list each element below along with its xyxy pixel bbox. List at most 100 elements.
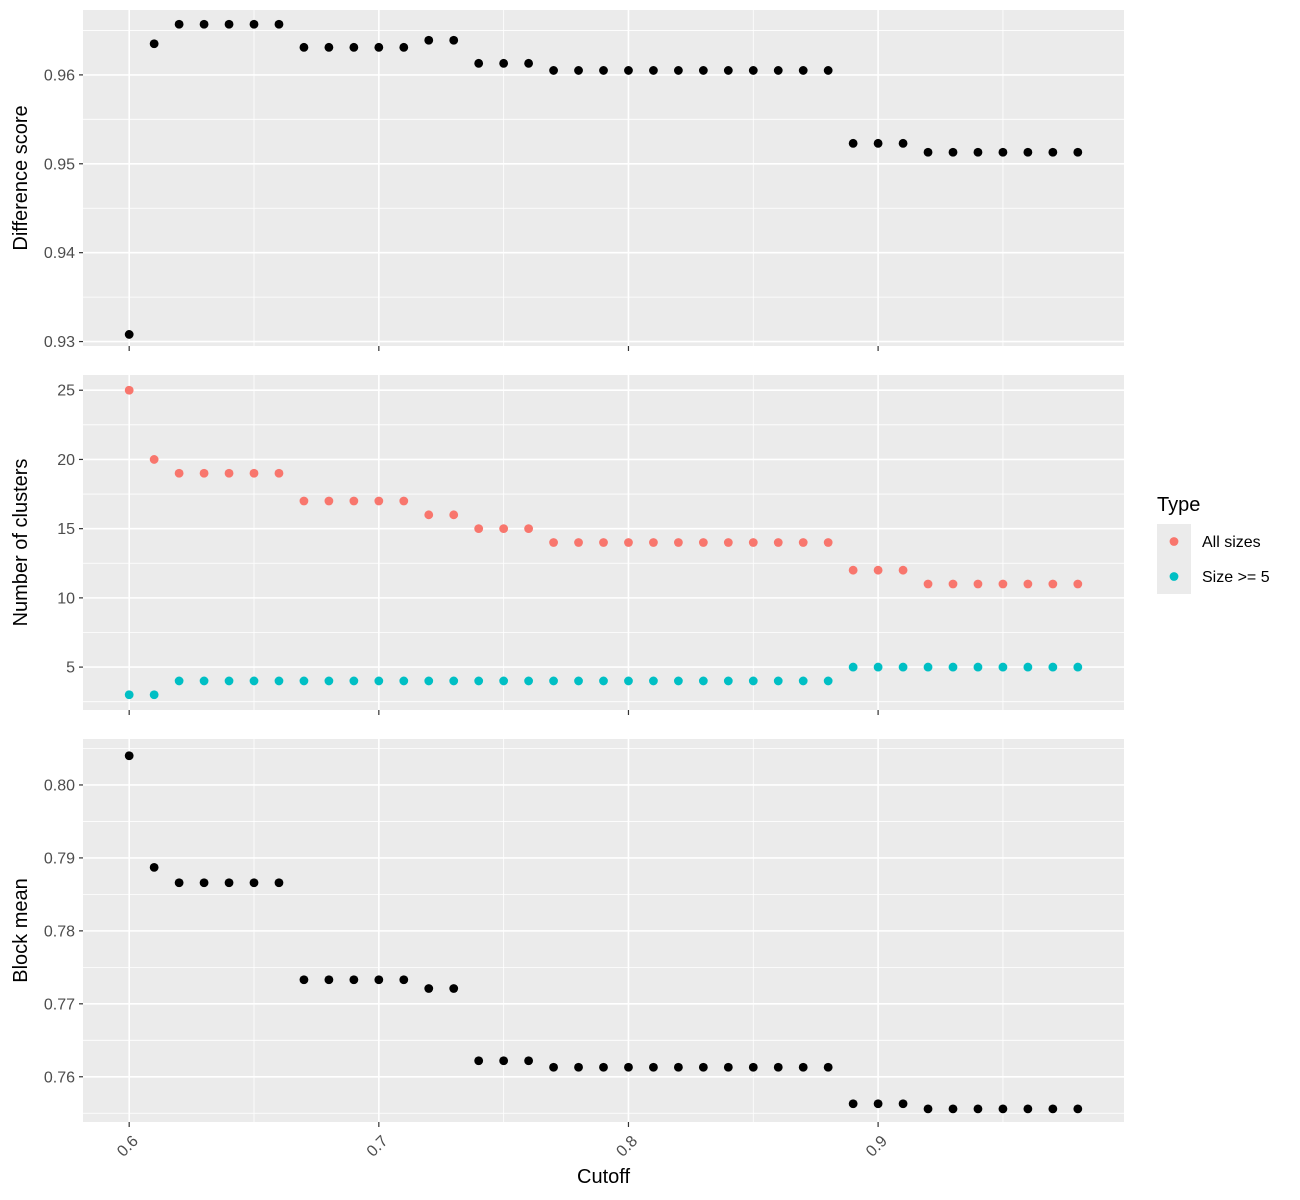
data-point <box>1048 662 1058 672</box>
data-point <box>1073 1104 1083 1114</box>
data-point <box>923 1104 933 1114</box>
data-point <box>998 579 1008 589</box>
y-tick-label: 0.96 <box>44 67 75 84</box>
data-point <box>149 455 159 464</box>
data-point <box>574 1062 583 1072</box>
data-point <box>773 66 783 75</box>
data-point <box>499 676 509 686</box>
y-tick-label: 0.94 <box>44 245 75 262</box>
data-point <box>848 662 858 672</box>
data-point <box>723 1062 733 1072</box>
data-point <box>823 1062 833 1072</box>
panel-2: 5 10 15 20 25 Number of clusters <box>10 375 1124 715</box>
data-point <box>873 565 883 575</box>
data-point <box>748 66 758 75</box>
data-point <box>474 58 484 68</box>
data-point <box>823 676 833 686</box>
data-point <box>274 676 284 686</box>
data-point <box>524 524 534 534</box>
data-point <box>424 676 434 686</box>
data-point <box>1023 662 1033 672</box>
y-tick-label: 0.95 <box>44 156 75 173</box>
data-point <box>349 676 359 686</box>
data-point <box>973 1104 983 1114</box>
data-point <box>249 878 259 888</box>
data-point <box>748 1062 758 1072</box>
data-point <box>998 147 1008 157</box>
data-point <box>199 878 209 888</box>
y-tick-label: 10 <box>57 590 75 607</box>
data-point <box>773 676 783 686</box>
data-point <box>998 662 1008 672</box>
data-point <box>649 1062 658 1072</box>
data-point <box>349 42 359 52</box>
data-point <box>524 58 534 68</box>
data-point <box>698 538 708 547</box>
data-point <box>449 984 459 993</box>
data-point <box>923 147 933 157</box>
data-point <box>599 538 608 547</box>
data-point <box>898 662 908 672</box>
data-point <box>873 1099 883 1109</box>
data-point <box>299 676 309 686</box>
data-point <box>299 975 309 985</box>
data-point <box>599 676 608 686</box>
data-point <box>424 35 434 45</box>
data-point <box>649 66 658 75</box>
data-point <box>898 138 908 148</box>
data-point <box>274 878 284 888</box>
data-point <box>748 676 758 686</box>
data-point <box>673 1062 683 1072</box>
y-tick-label: 5 <box>66 660 75 677</box>
data-point <box>199 676 209 686</box>
data-point <box>549 1062 558 1072</box>
data-point <box>249 676 259 686</box>
data-point <box>599 1062 608 1072</box>
data-point <box>798 66 808 75</box>
x-tick-label: 0.9 <box>863 1133 891 1161</box>
data-point <box>574 538 583 547</box>
data-point <box>773 538 783 547</box>
data-point <box>349 975 359 985</box>
data-point <box>149 862 159 872</box>
data-point <box>798 1062 808 1072</box>
data-point <box>848 565 858 575</box>
legend-title: Type <box>1157 494 1200 516</box>
y-tick-label: 25 <box>57 383 75 400</box>
data-point <box>923 662 933 672</box>
data-point <box>574 676 583 686</box>
data-point <box>773 1062 783 1072</box>
data-point <box>374 42 384 52</box>
data-point <box>324 676 334 686</box>
data-point <box>124 690 134 700</box>
series-1 <box>124 385 1083 589</box>
data-point <box>973 662 983 672</box>
data-point <box>948 579 958 589</box>
data-point <box>399 975 409 985</box>
data-point <box>274 19 284 29</box>
y-tick-label: 0.77 <box>44 996 75 1013</box>
y-axis-title: Difference score <box>10 105 32 250</box>
x-tick-label: 0.8 <box>613 1133 641 1161</box>
data-point <box>898 1099 908 1109</box>
series-1 <box>124 19 1083 339</box>
data-point <box>1073 147 1083 157</box>
data-point <box>1023 147 1033 157</box>
legend-label: All sizes <box>1202 534 1261 551</box>
y-tick-label: 0.76 <box>44 1069 75 1086</box>
data-point <box>399 42 409 52</box>
data-point <box>249 19 259 29</box>
series-1 <box>124 751 1083 1114</box>
data-point <box>1073 662 1083 672</box>
data-point <box>848 1099 858 1109</box>
data-point <box>549 676 558 686</box>
panel-background <box>83 10 1124 346</box>
data-point <box>848 138 858 148</box>
data-point <box>249 468 259 478</box>
data-point <box>174 468 184 478</box>
data-point <box>424 510 434 520</box>
data-point <box>998 1104 1008 1114</box>
y-tick-label: 0.79 <box>44 850 75 867</box>
data-point <box>698 66 708 75</box>
data-point <box>549 66 558 75</box>
